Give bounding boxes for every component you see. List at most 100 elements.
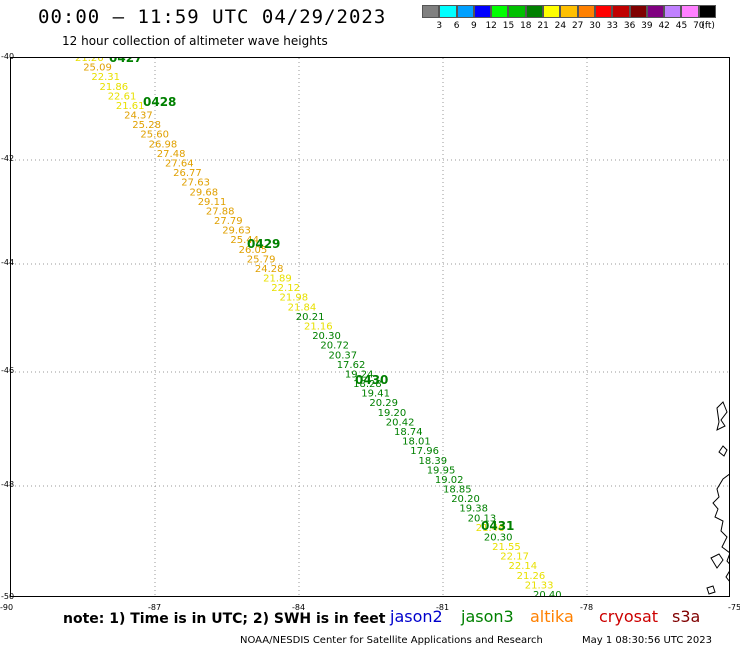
- wave-height-label: 19.24: [345, 369, 374, 380]
- legend-swatch: [629, 5, 647, 18]
- wave-height-label: 21.26: [75, 58, 104, 64]
- legend-label: 27: [571, 21, 584, 31]
- credit-text: NOAA/NESDIS Center for Satellite Applica…: [240, 635, 543, 646]
- wave-height-label: 26.98: [149, 139, 178, 150]
- legend-label: 9: [471, 21, 477, 31]
- lat-tick-label: -46: [1, 366, 15, 375]
- wave-height-label: 29.11: [198, 197, 227, 208]
- legend-label: 12: [485, 21, 497, 31]
- wave-height-label: 22.61: [108, 91, 137, 102]
- coastline: [712, 473, 729, 582]
- wave-height-label: 21.26: [517, 571, 546, 582]
- lat-tick-label: -50: [1, 592, 15, 601]
- wave-height-label: 20.37: [329, 350, 358, 361]
- wave-height-label: 25.60: [140, 130, 169, 141]
- wave-height-label: 25.79: [247, 254, 276, 265]
- legend-swatch: [491, 5, 509, 18]
- legend-label: 21: [537, 21, 549, 31]
- wave-height-label: 21.55: [492, 542, 521, 553]
- wave-height-label: 19.41: [361, 389, 390, 400]
- wave-height-label: 18.74: [394, 427, 423, 438]
- legend-swatch: [422, 5, 440, 18]
- satellite-legend-item: jason3: [461, 607, 514, 626]
- legend-swatch: [525, 5, 544, 18]
- wave-height-label: 21.16: [304, 322, 333, 333]
- lat-tick-label: -40: [1, 52, 15, 61]
- lon-tick-label: -84: [292, 603, 306, 612]
- coastline: [706, 553, 724, 595]
- color-legend-labels: 3 6 9 12 15 18 21 24 27 30 33 36 39 42 45 70 (ft): [422, 21, 740, 33]
- lon-tick-label: -87: [148, 603, 162, 612]
- lon-tick-label: -78: [580, 603, 594, 612]
- legend-label: 36: [623, 21, 636, 31]
- wave-height-label: 21.84: [288, 302, 317, 313]
- satellite-legend-item: cryosat: [599, 607, 659, 626]
- lon-tick-label: -75: [728, 603, 740, 612]
- map-canvas: 21.2625.0922.3121.8622.6121.6124.3725.28…: [11, 58, 729, 597]
- satellite-legend-item: jason2: [390, 607, 443, 626]
- map-title: 00:00 – 11:59 UTC 04/29/2023: [38, 6, 387, 28]
- wave-height-label: 19.02: [435, 475, 464, 486]
- wave-height-label: 27.48: [157, 149, 186, 160]
- wave-height-label: 20.29: [369, 398, 398, 409]
- legend-label: 39: [641, 21, 653, 31]
- legend-swatch: [560, 5, 578, 18]
- wave-height-label: 27.63: [181, 178, 210, 189]
- lat-tick-label: -42: [1, 154, 15, 163]
- wave-height-label: 27.79: [214, 216, 243, 227]
- wave-height-label: 20.30: [484, 533, 513, 544]
- legend-label: 30: [589, 21, 601, 31]
- wave-height-label: 20.20: [451, 494, 480, 505]
- wave-height-label: 20.30: [312, 331, 341, 342]
- legend-label: 3: [436, 21, 443, 31]
- wave-height-label: 22.31: [91, 72, 120, 83]
- wave-height-label: 18.28: [353, 379, 382, 390]
- wave-height-label: 27.64: [165, 159, 194, 170]
- lat-tick-label: -44: [1, 258, 15, 267]
- legend-swatch: [456, 5, 474, 18]
- wave-height-label: 19.20: [378, 408, 407, 419]
- legend-label: 42: [658, 21, 670, 31]
- wave-height-label: 20.72: [320, 341, 349, 352]
- wave-height-label: 21.61: [116, 101, 145, 112]
- time-label: 0431: [481, 519, 514, 533]
- note-text: note: 1) Time is in UTC; 2) SWH is in fe…: [63, 611, 386, 627]
- legend-swatch: [577, 5, 595, 18]
- wave-height-label: 21.46: [476, 523, 505, 534]
- wave-height-label: 26.05: [239, 245, 268, 256]
- legend-swatch: [439, 5, 457, 18]
- wave-height-label: 24.37: [124, 111, 153, 122]
- lon-tick-label: -81: [436, 603, 450, 612]
- satellite-legend-item: altika: [530, 607, 574, 626]
- map-subtitle: 12 hour collection of altimeter wave hei…: [62, 34, 328, 48]
- legend-label: 45: [675, 21, 688, 31]
- wave-height-label: 24.28: [255, 264, 284, 275]
- wave-height-label: 22.14: [509, 561, 538, 572]
- legend-swatch: [698, 5, 717, 18]
- wave-height-label: 18.01: [402, 437, 431, 448]
- wave-height-label: 25.28: [132, 120, 161, 131]
- time-label: 0429: [247, 237, 280, 251]
- wave-height-label: 26.77: [173, 168, 202, 179]
- wave-height-label: 22.12: [271, 283, 300, 294]
- legend-swatch: [646, 5, 665, 18]
- legend-label: 33: [606, 21, 619, 31]
- wave-height-label: 22.17: [500, 552, 529, 563]
- legend-swatch: [508, 5, 526, 18]
- legend-swatch: [612, 5, 630, 18]
- legend-label: 18: [520, 21, 532, 31]
- wave-height-label: 17.96: [410, 446, 439, 457]
- wave-height-label: 29.68: [190, 187, 219, 198]
- time-label: 0427: [109, 58, 142, 65]
- wave-height-label: 29.63: [222, 226, 251, 237]
- legend-unit: (ft): [701, 21, 715, 31]
- lat-tick-label: -48: [1, 480, 15, 489]
- coastline: [716, 401, 728, 457]
- legend-label: 6: [453, 21, 460, 31]
- wave-height-label: 20.40: [533, 590, 562, 597]
- legend-swatch: [543, 5, 561, 18]
- legend-swatch: [681, 5, 699, 18]
- satellite-legend-item: s3a: [672, 607, 701, 626]
- credit-timestamp: May 1 08:30:56 UTC 2023: [582, 635, 712, 646]
- color-legend: [422, 5, 717, 18]
